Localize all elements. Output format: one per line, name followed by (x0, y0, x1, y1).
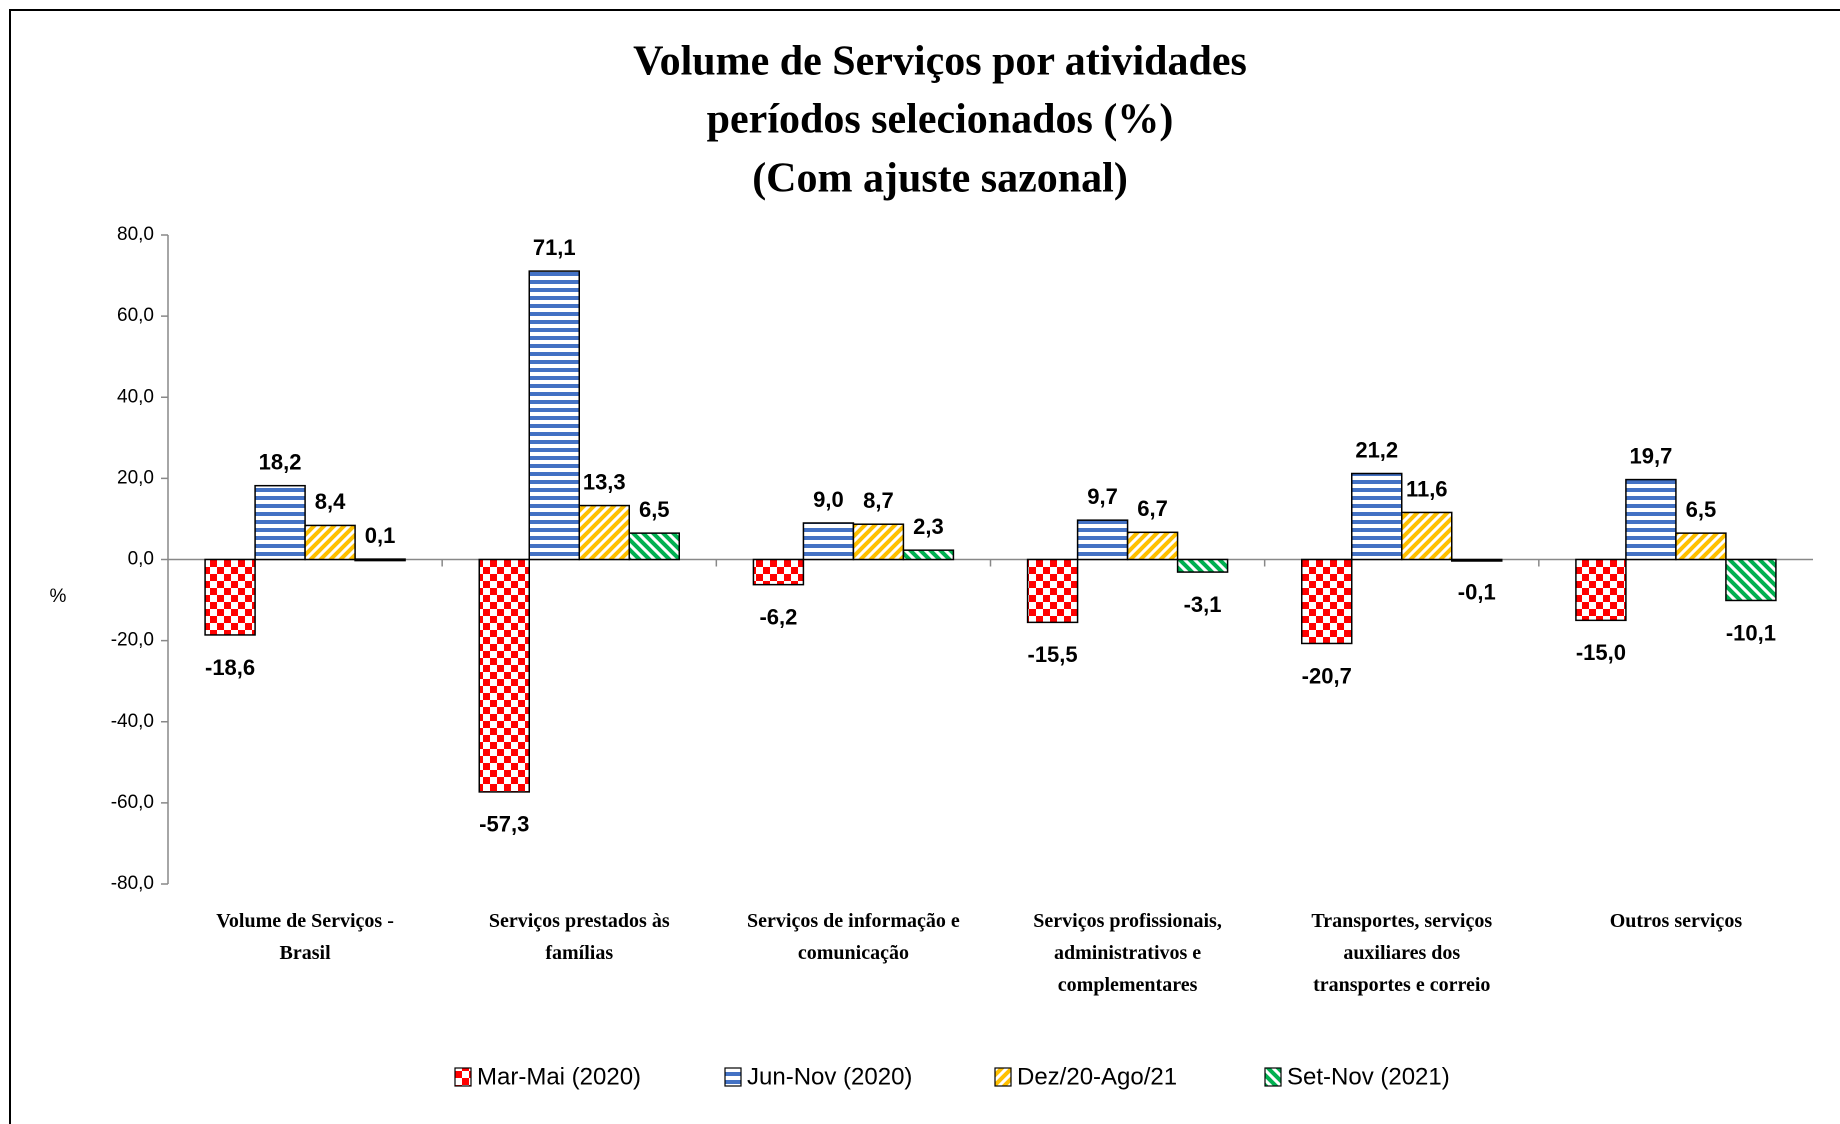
data-label: 21,2 (1355, 437, 1398, 462)
data-label: -0,1 (1458, 580, 1496, 605)
y-tick-label: -60,0 (111, 792, 154, 813)
legend-label: Mar-Mai (2020) (477, 1063, 641, 1090)
legend-swatch (1264, 1067, 1282, 1087)
bar (1725, 558, 1777, 602)
y-tick-label: -20,0 (111, 630, 154, 651)
bar (304, 524, 356, 561)
legend-label: Jun-Nov (2020) (747, 1063, 912, 1090)
data-label: 9,0 (813, 487, 844, 512)
data-label: 18,2 (259, 449, 302, 474)
chart-title: (Com ajuste sazonal) (752, 156, 1128, 202)
legend-label: Set-Nov (2021) (1287, 1063, 1450, 1090)
data-label: 8,7 (863, 488, 894, 513)
legend-label: Dez/20-Ago/21 (1017, 1063, 1177, 1090)
bar (1126, 531, 1179, 561)
x-tick-label: Serviços profissionais, administrativos e… (1033, 910, 1222, 996)
bar (254, 484, 306, 561)
bar (1625, 478, 1677, 561)
y-tick-label: -40,0 (111, 711, 154, 732)
data-label: 13,3 (583, 469, 626, 494)
legend-swatch (724, 1067, 742, 1087)
bar (1301, 558, 1353, 645)
legend-swatch (454, 1067, 472, 1087)
data-label: 6,5 (1686, 497, 1717, 522)
bar (578, 504, 630, 561)
y-tick-label: 80,0 (117, 224, 154, 245)
data-label: 8,4 (315, 489, 346, 514)
data-label: 6,5 (639, 497, 670, 522)
data-label: 71,1 (533, 235, 576, 260)
data-label: 6,7 (1137, 496, 1168, 521)
bar (1076, 519, 1129, 561)
data-label: 9,7 (1087, 484, 1118, 509)
bar (1351, 472, 1403, 561)
y-tick-label: -80,0 (111, 873, 154, 894)
data-label: 19,7 (1630, 443, 1673, 468)
y-tick-label: 0,0 (128, 549, 154, 570)
data-label: -15,0 (1576, 640, 1626, 665)
data-label: -3,1 (1184, 592, 1222, 617)
x-tick-label: Outros serviços (1610, 910, 1743, 932)
x-tick-label: Transportes, serviços auxiliares dos trans… (1311, 910, 1492, 996)
bar (628, 532, 680, 561)
bar (1451, 558, 1503, 562)
bar (354, 558, 406, 562)
data-label: 0,1 (365, 523, 396, 548)
data-label: 11,6 (1406, 476, 1448, 501)
bar (1575, 558, 1627, 622)
bar (1026, 558, 1079, 624)
bar (1401, 511, 1453, 561)
data-label: -6,2 (759, 604, 797, 629)
x-tick-label: Serviços de informação e comunicação (747, 910, 960, 964)
x-tick-label: Volume de Serviços -Brasil (216, 910, 394, 964)
bar (478, 558, 530, 793)
bar (1176, 558, 1229, 573)
bar (204, 558, 256, 636)
data-label: 2,3 (913, 514, 944, 539)
bar (852, 523, 905, 561)
bar (902, 549, 955, 561)
legend-swatch (994, 1067, 1012, 1087)
y-tick-label: 20,0 (117, 467, 154, 488)
frame (9, 9, 1840, 1124)
data-label: -20,7 (1302, 663, 1352, 688)
chart-title: períodos selecionados (%) (707, 97, 1174, 143)
data-label: -57,3 (479, 812, 529, 837)
y-axis-label: % (50, 586, 67, 607)
y-tick-label: 40,0 (117, 386, 154, 407)
bar (752, 558, 805, 586)
y-tick-label: 60,0 (117, 305, 154, 326)
chart-title: Volume de Serviços por atividades (633, 39, 1247, 85)
bar (802, 522, 855, 561)
bar (528, 270, 580, 561)
bar (1675, 532, 1727, 561)
data-label: -15,5 (1028, 642, 1078, 667)
data-label: -10,1 (1726, 620, 1776, 645)
data-label: -18,6 (205, 655, 255, 680)
x-tick-label: Serviços prestados às famílias (489, 910, 670, 964)
